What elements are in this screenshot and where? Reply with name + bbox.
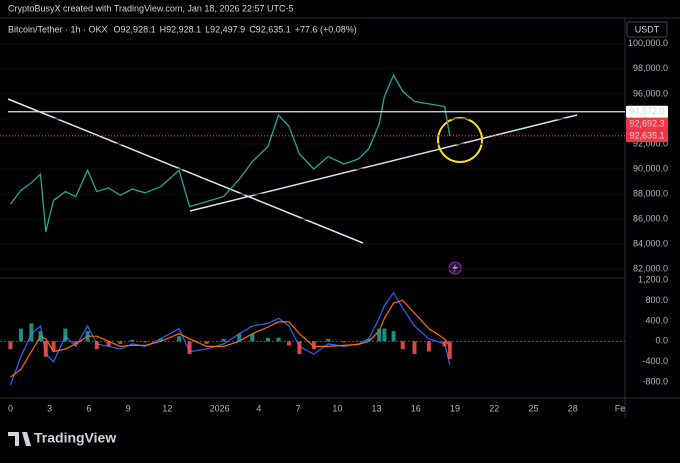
histogram-bar [382, 328, 387, 342]
ohlc-value: O92,928.1 [114, 24, 156, 34]
price-label-box [626, 105, 668, 118]
brand-logo [8, 432, 31, 446]
histogram-bar [237, 333, 242, 342]
histogram-bar [158, 338, 163, 342]
histogram-bar [400, 341, 405, 349]
histogram-bar [356, 340, 361, 342]
x-tick-label: 6 [86, 403, 91, 413]
histogram-bar [51, 341, 56, 352]
x-tick-label: Fe [615, 403, 626, 413]
histogram-bar [8, 341, 13, 349]
histogram-bar [366, 338, 371, 342]
brand-name: TradingView [34, 430, 116, 446]
y-tick-label: 96,000.0 [633, 88, 668, 98]
histogram-bar [311, 341, 316, 349]
price-label-box [626, 130, 668, 143]
histogram-bar [341, 341, 346, 343]
chart-layer: Bitcoin/Tether · 1h · OKX O92,928.1 H92,92… [0, 24, 668, 413]
x-tick-label: 12 [162, 403, 172, 413]
x-tick-label: 19 [450, 403, 460, 413]
event-icon-bolt [452, 264, 458, 273]
macd-line [10, 299, 451, 378]
highlight-circle [437, 117, 483, 163]
histogram-bar [106, 341, 111, 347]
x-tick-label: 3 [47, 403, 52, 413]
histogram-bar [43, 341, 48, 357]
y-tick-label: 92,000.0 [633, 138, 668, 148]
histogram-bar [426, 341, 431, 352]
ohlc-value: +77.6 (+0.08%) [295, 24, 357, 34]
currency-button[interactable] [626, 21, 668, 38]
histogram-bar [326, 338, 331, 342]
histogram-bar [18, 328, 23, 342]
y-tick-label: 1,200.0 [638, 274, 668, 284]
ohlc-value: H92,928.1 [160, 24, 202, 34]
x-tick-label: 0 [8, 403, 13, 413]
histogram-bar [29, 323, 34, 342]
histogram-bar [94, 341, 99, 349]
histogram-bar [38, 331, 43, 342]
histogram-bar [204, 341, 209, 344]
y-tick-label: 400.0 [645, 315, 668, 325]
y-tick-label: 82,000.0 [633, 264, 668, 274]
y-tick-label: 0.0 [655, 336, 668, 346]
price-label-box [626, 118, 668, 131]
y-tick-label: 88,000.0 [633, 188, 668, 198]
y-tick-label: 86,000.0 [633, 214, 668, 224]
currency-label: USDT [635, 24, 660, 34]
histogram-bar [297, 341, 302, 355]
histogram-bar [250, 333, 255, 342]
histogram-bar [286, 341, 291, 346]
histogram-bar [177, 336, 182, 342]
histogram-bar [276, 337, 281, 342]
histogram-bar [266, 337, 271, 342]
x-tick-label: 16 [411, 403, 421, 413]
x-tick-label: 22 [489, 403, 499, 413]
creator-line: CryptoBusyX created with TradingView.com… [8, 3, 293, 13]
price-label: 94,572.0 [629, 106, 664, 116]
histogram-bar [447, 341, 452, 360]
x-tick-label: 10 [332, 403, 342, 413]
y-tick-label: 90,000.0 [633, 163, 668, 173]
x-tick-label: 4 [256, 403, 261, 413]
y-tick-label: 84,000.0 [633, 239, 668, 249]
y-tick-label: -400.0 [642, 356, 668, 366]
x-tick-label: 13 [372, 403, 382, 413]
price-label: 92,635.1 [629, 130, 664, 140]
histogram-bar [187, 341, 192, 355]
histogram-bar [442, 341, 447, 347]
x-tick-label: 28 [568, 403, 578, 413]
histogram-bar [412, 341, 417, 355]
histogram-bar [130, 339, 135, 342]
histogram-bar [63, 328, 68, 342]
y-tick-label: 98,000.0 [633, 63, 668, 73]
histogram-bar [73, 341, 78, 344]
symbol-title: Bitcoin/Tether · 1h · OKX [8, 24, 108, 34]
histogram-bar [377, 328, 382, 342]
x-tick-label: 2026 [210, 403, 230, 413]
histogram-bar [118, 341, 123, 344]
price-line [9, 73, 451, 232]
ohlc-value: L92,497.9 [205, 24, 245, 34]
histogram-bar [391, 331, 396, 342]
x-tick-label: 25 [528, 403, 538, 413]
ohlc-value: C92,635.1 [249, 24, 291, 34]
y-tick-label: 800.0 [645, 295, 668, 305]
histogram-bar [143, 341, 148, 343]
y-tick-label: -800.0 [642, 377, 668, 387]
x-tick-label: 7 [296, 403, 301, 413]
price-label: 92,692.3 [629, 118, 664, 128]
y-tick-label: 100,000.0 [628, 38, 668, 48]
trend-line [189, 114, 578, 212]
histogram-bar [221, 338, 226, 342]
histogram-bar [85, 331, 90, 342]
x-tick-label: 9 [126, 403, 131, 413]
